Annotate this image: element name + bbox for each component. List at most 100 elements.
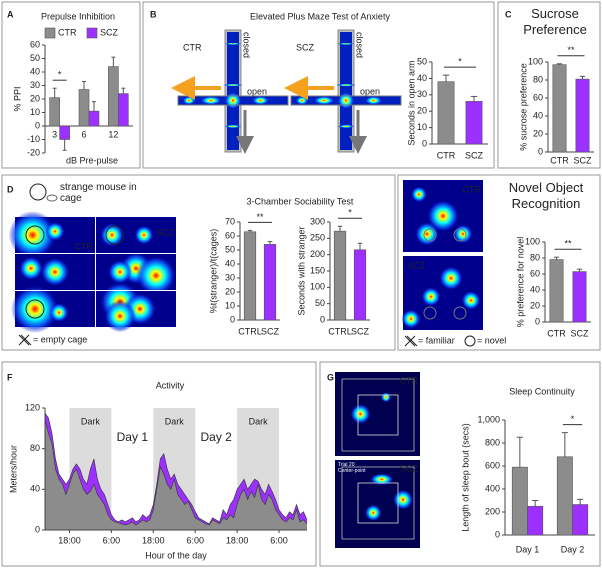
- bar: [556, 456, 573, 536]
- heat-blob: [401, 309, 421, 329]
- cage-circle: [25, 299, 45, 319]
- heatmap: [335, 372, 420, 456]
- heat-blob: [224, 91, 242, 110]
- heatmap: [11, 285, 95, 333]
- heat-blob: [19, 256, 43, 281]
- heat-blob: [364, 96, 383, 105]
- y-axis-label: Seconds with stranger: [296, 226, 306, 315]
- y-axis-label: %t(stranger)/t(cages): [208, 229, 218, 314]
- y-axis-label: Length of sleep bout (secs): [460, 423, 470, 532]
- significance-label: *: [58, 70, 62, 80]
- heat-blob: [223, 83, 243, 87]
- band-label: Dark: [81, 416, 101, 426]
- group-label: SCZ: [296, 42, 315, 52]
- x-tick-label: 6:00: [270, 535, 288, 545]
- heat-blob: [336, 83, 356, 87]
- legend-label: CTR: [58, 27, 77, 37]
- heat-blob: [411, 186, 427, 203]
- bar: [78, 89, 90, 127]
- x-tick-label: 18:00: [142, 535, 165, 545]
- object-circle: [423, 306, 437, 320]
- panel-frame: [1, 1, 141, 169]
- arena-square: [357, 482, 399, 524]
- y-tick-label: 80: [533, 74, 543, 84]
- y-tick-label: 20: [417, 106, 427, 116]
- significance-label: *: [458, 56, 462, 66]
- y-tick-label: 50: [30, 53, 40, 63]
- y-tick-label: 100: [528, 56, 543, 66]
- bar: [527, 505, 544, 536]
- heatmap-bg: [340, 32, 352, 150]
- panel-letter: B: [150, 9, 157, 19]
- panel-letter: G: [327, 372, 334, 382]
- y-tick-label: 80: [530, 252, 540, 262]
- bar: [263, 244, 277, 321]
- panel-title: Novel Object Recognition: [508, 180, 584, 211]
- significance-label: **: [256, 212, 264, 222]
- y-tick-label: 20: [530, 300, 540, 310]
- group-label: CTR: [463, 184, 482, 194]
- heat-blob: [337, 124, 355, 129]
- bar: [465, 101, 483, 145]
- heat-blob: [295, 96, 309, 105]
- object-circle: [453, 306, 467, 320]
- y-axis-label: % sucrose preference: [518, 63, 528, 151]
- panel-frame: [1, 174, 396, 351]
- y-tick-label: 150: [310, 265, 325, 275]
- x-tick-label: CTRL: [238, 326, 262, 336]
- y-tick-label: 30: [30, 80, 40, 90]
- heat-blob: [350, 403, 371, 425]
- x-tick-label: CTR: [547, 328, 566, 338]
- x-tick-label: 3: [52, 129, 57, 139]
- y-tick-label: 40: [225, 258, 235, 268]
- panel-title-box: Sucrose Preference: [523, 6, 587, 37]
- heat-blob: [104, 300, 136, 333]
- maze-outline: [290, 95, 402, 106]
- y-tick-label: 70: [225, 216, 235, 226]
- arena-square: [341, 378, 415, 452]
- heat-blob: [337, 91, 355, 110]
- heatmap: [291, 91, 401, 110]
- bar: [572, 271, 587, 323]
- y-tick-label: 200: [310, 249, 325, 259]
- heat-blob: [134, 225, 154, 245]
- heat-blob: [108, 260, 132, 284]
- bar: [49, 97, 60, 127]
- band-label: Dark: [165, 416, 185, 426]
- bar: [575, 78, 590, 153]
- y-tick-label: 0: [538, 146, 543, 156]
- heatmap: [178, 91, 288, 110]
- x-tick-label: SCZ: [261, 326, 280, 336]
- heat-blob: [364, 504, 382, 522]
- heat-blob: [11, 285, 59, 333]
- object-circle: [423, 228, 437, 242]
- x-tick-label: CTR: [550, 155, 569, 165]
- y-tick-label: 60: [530, 268, 540, 278]
- panel-title: Sleep Continuity: [509, 386, 575, 396]
- y-tick-label: 40: [533, 110, 543, 120]
- y-tick-label: 60: [30, 39, 40, 49]
- y-tick-label: 40: [417, 73, 427, 83]
- y-tick-label: 50: [225, 244, 235, 254]
- heat-blob: [392, 489, 414, 510]
- significance-label: **: [564, 239, 572, 249]
- bar: [333, 230, 347, 321]
- panel-letter: C: [505, 9, 512, 19]
- x-tick-label: SCZ: [351, 326, 370, 336]
- heatmap: [96, 281, 176, 333]
- y-tick-label: 10: [30, 107, 40, 117]
- panel-letter: F: [7, 372, 13, 382]
- x-axis-label: Hour of the day: [145, 550, 207, 560]
- y-tick-label: 20: [533, 128, 543, 138]
- x-tick-label: CTR: [437, 150, 456, 160]
- x-tick-label: SCZ: [465, 150, 484, 160]
- y-tick-label: 50: [315, 298, 325, 308]
- group-label: SCZ: [400, 463, 419, 473]
- y-axis-label: % preference for novel: [515, 237, 525, 328]
- x-tick-label: 12: [108, 129, 118, 139]
- day-label: Day 2: [200, 430, 232, 444]
- legend-swatch: [44, 27, 56, 39]
- heatmap: [401, 256, 483, 330]
- panel-title: Prepulse Inhibition: [41, 11, 115, 21]
